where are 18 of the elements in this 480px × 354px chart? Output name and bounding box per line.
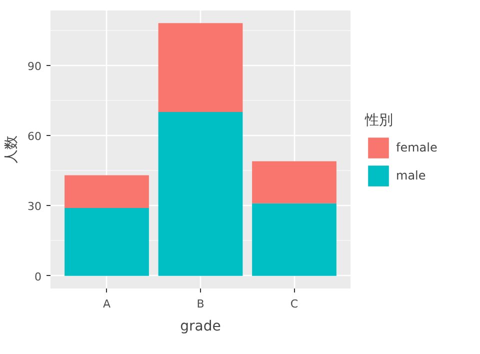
legend-title: 性別 xyxy=(365,111,394,129)
bar xyxy=(252,203,336,276)
y-axis-title: 人数 xyxy=(4,136,20,164)
bar xyxy=(252,161,336,204)
y-tick-label: 90 xyxy=(28,60,42,73)
x-tick-label: B xyxy=(196,298,204,310)
bar xyxy=(64,175,149,208)
x-axis-title: grade xyxy=(180,318,221,334)
y-tick-label: 60 xyxy=(28,130,42,143)
y-tick-label: 30 xyxy=(28,200,42,214)
x-tick-label: A xyxy=(102,298,111,310)
legend-label: male xyxy=(396,168,426,182)
legend-label: female xyxy=(396,140,438,154)
bar xyxy=(158,23,243,112)
bar xyxy=(158,112,243,276)
bar xyxy=(64,208,149,276)
y-tick-label: 0 xyxy=(34,270,42,284)
x-tick-label: C xyxy=(290,298,298,310)
